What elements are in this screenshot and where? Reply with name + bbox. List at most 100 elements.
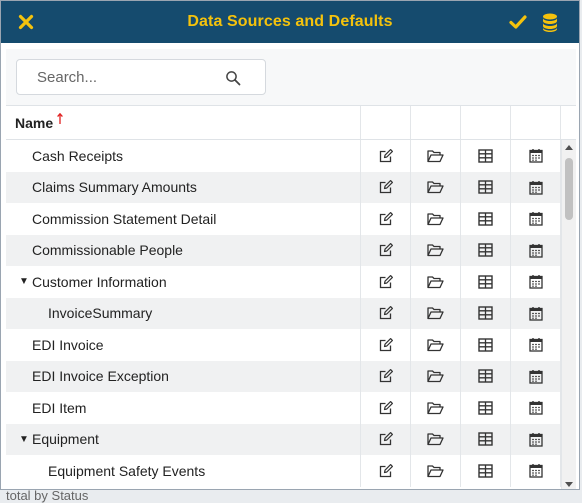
close-button[interactable] (13, 1, 39, 43)
grid-view-button[interactable] (461, 360, 511, 392)
search-icon[interactable] (225, 70, 241, 86)
edit-button[interactable] (361, 171, 411, 203)
table-row[interactable]: InvoiceSummary (6, 297, 576, 329)
schedule-button[interactable] (511, 140, 561, 172)
open-button[interactable] (411, 392, 461, 424)
table-row[interactable]: EDI Item (6, 392, 576, 424)
folder-open-icon (427, 149, 444, 163)
open-button[interactable] (411, 266, 461, 298)
table-row[interactable]: Equipment Safety Events (6, 455, 576, 487)
expand-toggle-icon[interactable]: ▼ (19, 276, 29, 288)
table-row[interactable]: EDI Invoice Exception (6, 360, 576, 392)
table-row[interactable]: Claims Summary Amounts (6, 171, 576, 203)
scrollbar-thumb[interactable] (565, 158, 573, 220)
edit-button[interactable] (361, 234, 411, 266)
grid-rows: Cash Receipts Claims Summary Amounts Commi… (6, 140, 576, 487)
open-button[interactable] (411, 329, 461, 361)
schedule-button[interactable] (511, 171, 561, 203)
edit-button[interactable] (361, 297, 411, 329)
database-icon (543, 13, 557, 32)
grid-icon (478, 369, 493, 383)
close-icon (18, 14, 34, 30)
open-button[interactable] (411, 234, 461, 266)
grid-icon (478, 306, 493, 320)
edit-icon (378, 305, 394, 321)
edit-button[interactable] (361, 423, 411, 455)
database-button[interactable] (537, 1, 563, 43)
grid-view-button[interactable] (461, 297, 511, 329)
grid-icon (478, 464, 493, 478)
table-row[interactable]: EDI Invoice (6, 329, 576, 361)
schedule-button[interactable] (511, 234, 561, 266)
row-name-cell[interactable]: ▼ Customer Information (6, 266, 361, 298)
open-button[interactable] (411, 140, 461, 172)
table-row[interactable]: ▼ Equipment (6, 423, 576, 455)
edit-icon (378, 463, 394, 479)
table-row[interactable]: Commissionable People (6, 234, 576, 266)
schedule-button[interactable] (511, 360, 561, 392)
scroll-down-button[interactable] (562, 478, 576, 489)
row-name-cell[interactable]: EDI Invoice (6, 329, 361, 361)
dialog-titlebar: Data Sources and Defaults (1, 1, 579, 43)
row-name-cell[interactable]: Claims Summary Amounts (6, 171, 361, 203)
table-row[interactable]: Cash Receipts (6, 140, 576, 172)
edit-button[interactable] (361, 455, 411, 487)
row-name-cell[interactable]: ▼ Equipment (6, 423, 361, 455)
sort-ascending-icon (57, 112, 64, 124)
open-button[interactable] (411, 423, 461, 455)
row-name-cell[interactable]: Cash Receipts (6, 140, 361, 172)
grid-view-button[interactable] (461, 140, 511, 172)
open-button[interactable] (411, 171, 461, 203)
row-name-cell[interactable]: EDI Invoice Exception (6, 360, 361, 392)
folder-open-icon (427, 243, 444, 257)
edit-button[interactable] (361, 329, 411, 361)
calendar-column-header (511, 106, 561, 139)
open-button[interactable] (411, 297, 461, 329)
search-input[interactable] (27, 60, 227, 94)
grid-view-button[interactable] (461, 171, 511, 203)
schedule-button[interactable] (511, 455, 561, 487)
grid-view-button[interactable] (461, 455, 511, 487)
calendar-icon (528, 306, 543, 321)
table-row[interactable]: ▼ Customer Information (6, 266, 576, 298)
row-name-cell[interactable]: Equipment Safety Events (6, 455, 361, 487)
schedule-button[interactable] (511, 203, 561, 235)
open-button[interactable] (411, 203, 461, 235)
edit-button[interactable] (361, 392, 411, 424)
grid-view-button[interactable] (461, 234, 511, 266)
edit-button[interactable] (361, 140, 411, 172)
schedule-button[interactable] (511, 266, 561, 298)
name-column-header[interactable]: Name (6, 106, 361, 139)
row-label: Claims Summary Amounts (32, 179, 197, 196)
schedule-button[interactable] (511, 392, 561, 424)
row-name-cell[interactable]: Commissionable People (6, 234, 361, 266)
row-label: EDI Invoice (32, 336, 104, 353)
grid-view-button[interactable] (461, 203, 511, 235)
open-button[interactable] (411, 360, 461, 392)
edit-button[interactable] (361, 360, 411, 392)
schedule-button[interactable] (511, 297, 561, 329)
expand-toggle-icon[interactable]: ▼ (19, 433, 29, 445)
check-icon (509, 15, 527, 29)
table-row[interactable]: Commission Statement Detail (6, 203, 576, 235)
edit-button[interactable] (361, 203, 411, 235)
row-name-cell[interactable]: EDI Item (6, 392, 361, 424)
confirm-button[interactable] (505, 1, 531, 43)
calendar-icon (528, 243, 543, 258)
edit-button[interactable] (361, 266, 411, 298)
data-sources-grid: Name Cash Receipts Claims Summary Amounts… (6, 105, 576, 489)
calendar-icon (528, 180, 543, 195)
open-button[interactable] (411, 455, 461, 487)
grid-view-button[interactable] (461, 329, 511, 361)
grid-view-button[interactable] (461, 266, 511, 298)
grid-view-button[interactable] (461, 392, 511, 424)
folder-open-icon (427, 464, 444, 478)
vertical-scrollbar[interactable] (561, 140, 576, 489)
edit-icon (378, 274, 394, 290)
grid-view-button[interactable] (461, 423, 511, 455)
row-name-cell[interactable]: InvoiceSummary (6, 297, 361, 329)
row-name-cell[interactable]: Commission Statement Detail (6, 203, 361, 235)
schedule-button[interactable] (511, 329, 561, 361)
scroll-up-button[interactable] (562, 140, 576, 154)
schedule-button[interactable] (511, 423, 561, 455)
